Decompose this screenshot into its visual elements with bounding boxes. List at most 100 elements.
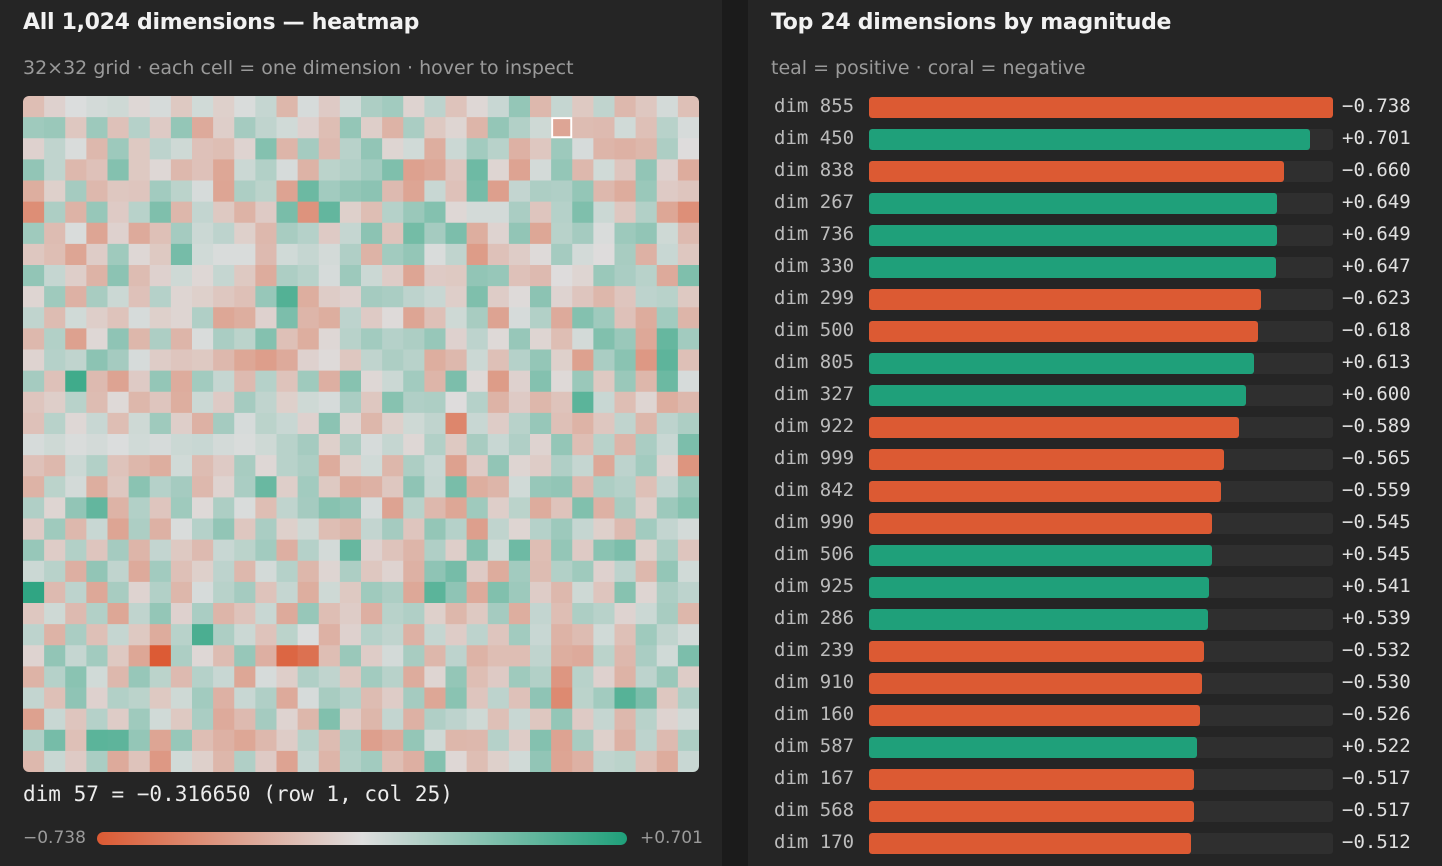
heatmap-cell[interactable] [255, 138, 277, 160]
heatmap-cell[interactable] [635, 497, 658, 519]
heatmap-cell[interactable] [255, 455, 277, 477]
heatmap-cell[interactable] [107, 581, 130, 604]
heatmap-cell[interactable] [424, 476, 446, 498]
heatmap-cell[interactable] [107, 687, 130, 710]
heatmap-cell[interactable] [656, 581, 679, 604]
heatmap-cell[interactable] [213, 180, 235, 203]
heatmap-cell[interactable] [107, 243, 130, 266]
heatmap-cell[interactable] [276, 138, 299, 160]
heatmap-cell[interactable] [677, 307, 699, 329]
heatmap-cell[interactable] [318, 455, 341, 477]
heatmap-cell[interactable] [107, 328, 130, 350]
heatmap-cell[interactable] [466, 96, 489, 118]
heatmap-cell[interactable] [572, 391, 594, 414]
heatmap-cell[interactable] [86, 412, 108, 435]
heatmap-cell[interactable] [65, 581, 87, 604]
heatmap-cell[interactable] [403, 729, 425, 752]
heatmap-cell[interactable] [65, 159, 87, 181]
heatmap-cell[interactable] [86, 391, 108, 414]
heatmap-cell[interactable] [424, 243, 446, 266]
heatmap-cell[interactable] [23, 750, 45, 772]
heatmap-cell[interactable] [403, 96, 425, 118]
heatmap-cell[interactable] [614, 434, 637, 456]
heatmap-cell[interactable] [361, 201, 383, 224]
heatmap-cell[interactable] [297, 412, 320, 435]
heatmap-cell[interactable] [656, 476, 679, 498]
heatmap-cell[interactable] [677, 391, 699, 414]
heatmap-cell[interactable] [44, 603, 66, 625]
heatmap-cell[interactable] [593, 750, 615, 772]
heatmap-cell[interactable] [276, 243, 299, 266]
heatmap-cell[interactable] [149, 497, 172, 519]
heatmap-cell[interactable] [297, 455, 320, 477]
heatmap-cell[interactable] [339, 222, 362, 245]
heatmap-cell[interactable] [213, 455, 235, 477]
heatmap-cell[interactable] [403, 603, 425, 625]
heatmap-cell[interactable] [487, 370, 510, 393]
heatmap-cell[interactable] [487, 138, 510, 160]
heatmap-cell[interactable] [656, 455, 679, 477]
heatmap-cell[interactable] [677, 265, 699, 287]
heatmap-cell[interactable] [192, 370, 214, 393]
heatmap-cell[interactable] [593, 349, 615, 372]
heatmap-cell[interactable] [635, 666, 658, 688]
heatmap-cell[interactable] [572, 624, 594, 646]
heatmap-cell[interactable] [382, 391, 404, 414]
heatmap-cell[interactable] [403, 581, 425, 604]
heatmap-cell[interactable] [318, 222, 341, 245]
heatmap-cell[interactable] [382, 624, 404, 646]
heatmap-cell[interactable] [508, 434, 531, 456]
heatmap-cell[interactable] [213, 328, 235, 350]
heatmap-cell[interactable] [656, 729, 679, 752]
heatmap-cell[interactable] [530, 412, 552, 435]
heatmap-cell[interactable] [530, 328, 552, 350]
heatmap-cell[interactable] [149, 286, 172, 308]
heatmap-cell[interactable] [403, 180, 425, 203]
heatmap-cell[interactable] [86, 581, 108, 604]
heatmap-cell[interactable] [677, 180, 699, 203]
heatmap-cell[interactable] [234, 687, 256, 710]
heatmap-cell[interactable] [86, 476, 108, 498]
heatmap-cell[interactable] [128, 518, 151, 541]
heatmap-cell[interactable] [424, 434, 446, 456]
heatmap-cell[interactable] [382, 518, 404, 541]
heatmap-cell[interactable] [23, 624, 45, 646]
heatmap-cell[interactable] [170, 603, 193, 625]
heatmap-cell[interactable] [297, 497, 320, 519]
heatmap-cell[interactable] [192, 603, 214, 625]
heatmap-cell[interactable] [614, 539, 637, 562]
heatmap-cell[interactable] [318, 243, 341, 266]
heatmap-cell[interactable] [65, 391, 87, 414]
heatmap-cell[interactable] [445, 265, 468, 287]
heatmap-cell[interactable] [44, 391, 66, 414]
heatmap-cell[interactable] [23, 687, 45, 710]
heatmap-cell[interactable] [530, 286, 552, 308]
heatmap-cell[interactable] [213, 222, 235, 245]
heatmap-cell[interactable] [255, 750, 277, 772]
heatmap-cell[interactable] [487, 391, 510, 414]
heatmap-cell[interactable] [572, 729, 594, 752]
heatmap-cell[interactable] [572, 581, 594, 604]
heatmap-cell[interactable] [508, 497, 531, 519]
heatmap-cell[interactable] [276, 391, 299, 414]
heatmap-cell[interactable] [551, 307, 573, 329]
heatmap-cell[interactable] [297, 476, 320, 498]
heatmap-cell[interactable] [149, 560, 172, 583]
heatmap-cell[interactable] [593, 581, 615, 604]
heatmap-cell[interactable] [23, 222, 45, 245]
heatmap-cell[interactable] [656, 159, 679, 181]
heatmap-cell[interactable] [487, 560, 510, 583]
heatmap-cell[interactable] [86, 117, 108, 139]
heatmap-cell[interactable] [276, 666, 299, 688]
heatmap-cell[interactable] [255, 581, 277, 604]
heatmap-cell[interactable] [403, 138, 425, 160]
heatmap-cell[interactable] [297, 159, 320, 181]
heatmap-cell[interactable] [44, 455, 66, 477]
heatmap-grid[interactable] [23, 96, 699, 772]
heatmap-cell[interactable] [255, 560, 277, 583]
heatmap-cell[interactable] [149, 180, 172, 203]
heatmap-cell[interactable] [466, 560, 489, 583]
heatmap-cell[interactable] [213, 286, 235, 308]
heatmap-cell[interactable] [361, 434, 383, 456]
heatmap-cell[interactable] [128, 243, 151, 266]
